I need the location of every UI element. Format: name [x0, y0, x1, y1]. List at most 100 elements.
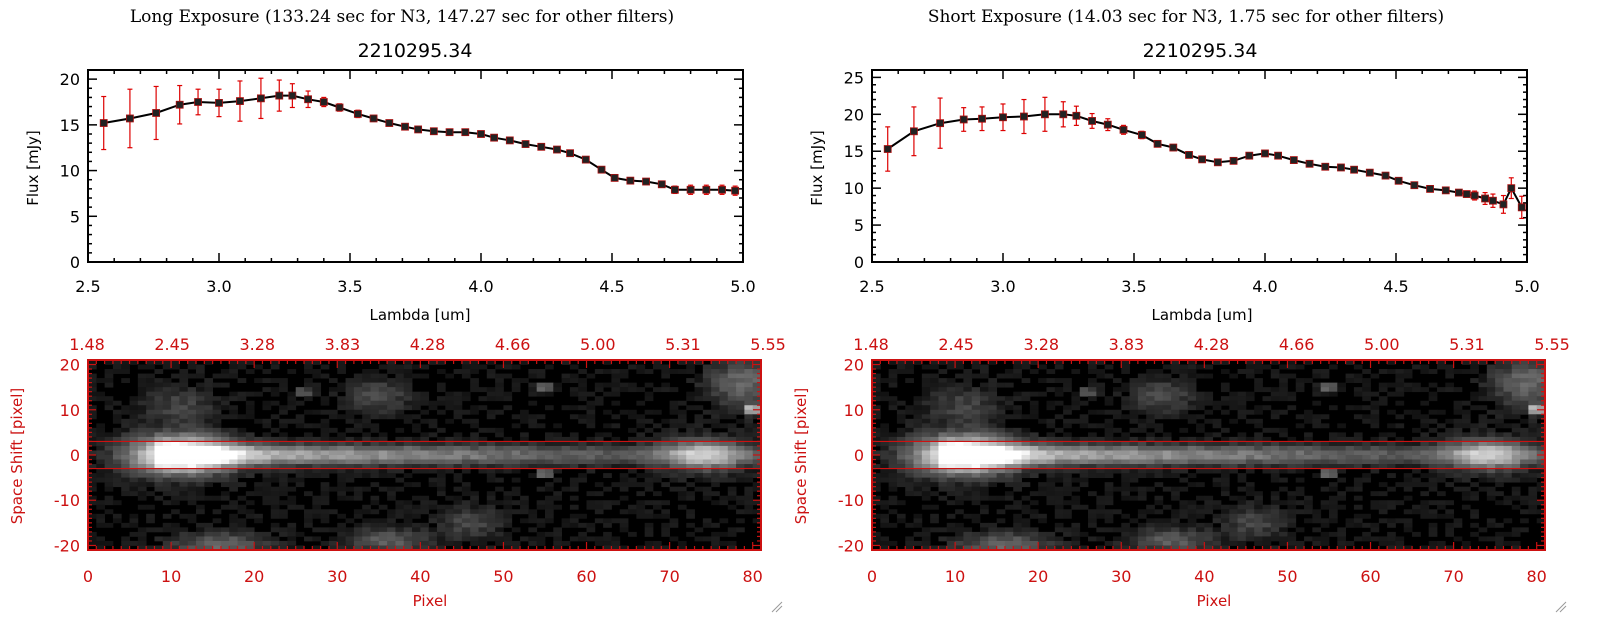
- long-image-pixel: [162, 482, 172, 488]
- short-image-pixel: [930, 418, 939, 424]
- short-image-pixel: [1112, 468, 1122, 474]
- short-image-pixel: [1279, 513, 1288, 519]
- long-chart-title: 2210295.34: [358, 40, 473, 62]
- short-image-pixel: [1528, 450, 1538, 456]
- short-image-pixel: [1470, 405, 1479, 411]
- short-data-point: [959, 115, 968, 124]
- long-image-pixel: [611, 459, 621, 465]
- long-image-pixel: [262, 378, 272, 384]
- long-image-pixel: [586, 491, 596, 497]
- short-image-pixel: [1179, 382, 1189, 388]
- short-data-point: [883, 145, 892, 153]
- short-image-pixel: [1063, 455, 1072, 460]
- long-image-pixel: [121, 455, 130, 460]
- long-image-pixel: [304, 445, 313, 451]
- long-image-pixel: [719, 364, 729, 370]
- short-image-pixel: [1146, 473, 1155, 479]
- long-image-pixel: [478, 427, 488, 433]
- resize-grip-icon[interactable]: [1555, 601, 1567, 613]
- long-image-pixel: [445, 468, 454, 474]
- short-image-pixel: [1146, 450, 1155, 456]
- long-image-pixel: [387, 378, 396, 384]
- long-image-pixel: [137, 427, 147, 433]
- short-image-pixel: [1179, 378, 1189, 384]
- short-image-pixel: [1403, 441, 1413, 447]
- short-image-pixel: [980, 432, 989, 438]
- short-image-pixel: [1187, 400, 1197, 406]
- long-image-pixel: [412, 445, 421, 451]
- long-image-pixel: [486, 522, 496, 528]
- long-pixel-tick-label: 80: [743, 567, 763, 586]
- long-image-pixel: [362, 459, 371, 465]
- short-image-pixel: [1420, 455, 1430, 460]
- long-image-pixel: [312, 373, 322, 379]
- long-image-pixel: [669, 432, 679, 438]
- long-image-pixel: [553, 495, 562, 501]
- short-image-pixel: [946, 445, 956, 451]
- short-image-pixel: [1146, 509, 1155, 515]
- short-image-pixel: [1461, 418, 1471, 424]
- long-image-pixel: [353, 378, 363, 384]
- short-image-pixel: [963, 455, 973, 460]
- short-image-pixel: [1470, 513, 1479, 519]
- long-image-pixel: [229, 540, 238, 546]
- long-image-pixel: [387, 455, 396, 460]
- long-image-pixel: [727, 473, 737, 479]
- long-image-pixel: [594, 445, 604, 451]
- short-image-pixel: [1046, 436, 1056, 442]
- short-image-pixel: [1412, 427, 1421, 433]
- long-image-pixel: [445, 509, 454, 515]
- short-image-pixel: [1279, 486, 1288, 492]
- long-image-pixel: [370, 409, 380, 415]
- long-image-pixel: [520, 509, 529, 515]
- short-image-pixel: [1146, 369, 1155, 374]
- short-image-pixel: [1420, 482, 1430, 488]
- short-image-pixel: [1511, 464, 1521, 469]
- long-image-pixel: [727, 450, 737, 456]
- long-image-pixel: [304, 423, 313, 429]
- short-image-pixel: [1478, 405, 1488, 411]
- long-image-pixel: [171, 418, 180, 424]
- long-image-pixel: [162, 432, 172, 438]
- long-image-pixel: [711, 455, 720, 460]
- short-image-pixel: [1204, 445, 1214, 451]
- long-image-pixel: [370, 459, 380, 465]
- long-image-pixel: [520, 409, 529, 415]
- short-data-point: [1462, 190, 1471, 198]
- long-image-pixel: [262, 531, 272, 537]
- long-image-pixel: [628, 445, 637, 451]
- long-image-pixel: [312, 391, 322, 397]
- short-image-pixel: [1187, 405, 1197, 411]
- short-image-pixel: [1328, 486, 1338, 492]
- short-image-pixel: [1312, 387, 1322, 393]
- short-image-pixel: [930, 396, 939, 402]
- long-image-pixel: [727, 396, 737, 402]
- long-image-pixel: [395, 436, 405, 442]
- short-image-pixel: [1096, 513, 1106, 519]
- long-image-pixel: [262, 540, 272, 546]
- long-image-pixel: [644, 382, 654, 388]
- short-image-pixel: [1295, 378, 1305, 384]
- short-image-pixel: [955, 387, 964, 393]
- long-image-pixel: [304, 464, 313, 469]
- short-image-pixel: [1179, 441, 1189, 447]
- long-image-pixel: [171, 409, 180, 415]
- short-image-pixel: [1536, 396, 1546, 402]
- long-image-pixel: [403, 369, 413, 374]
- resize-grip-icon[interactable]: [771, 601, 783, 613]
- long-image-pixel: [196, 482, 205, 488]
- short-image-pixel: [1320, 369, 1330, 374]
- long-image-pixel: [137, 373, 147, 379]
- short-image-pixel: [1295, 450, 1305, 456]
- long-image-pixel: [162, 473, 172, 479]
- short-image-pixel: [1171, 445, 1180, 451]
- short-image-pixel: [1395, 441, 1405, 447]
- short-image-pixel: [913, 441, 923, 447]
- long-image-pixel: [503, 513, 513, 519]
- long-image-pixel: [744, 405, 754, 411]
- short-image-pixel: [888, 445, 898, 451]
- short-image-pixel: [1470, 432, 1479, 438]
- short-image-pixel: [1287, 445, 1297, 451]
- long-image-pixel: [652, 513, 662, 519]
- long-image-pixel: [669, 445, 679, 451]
